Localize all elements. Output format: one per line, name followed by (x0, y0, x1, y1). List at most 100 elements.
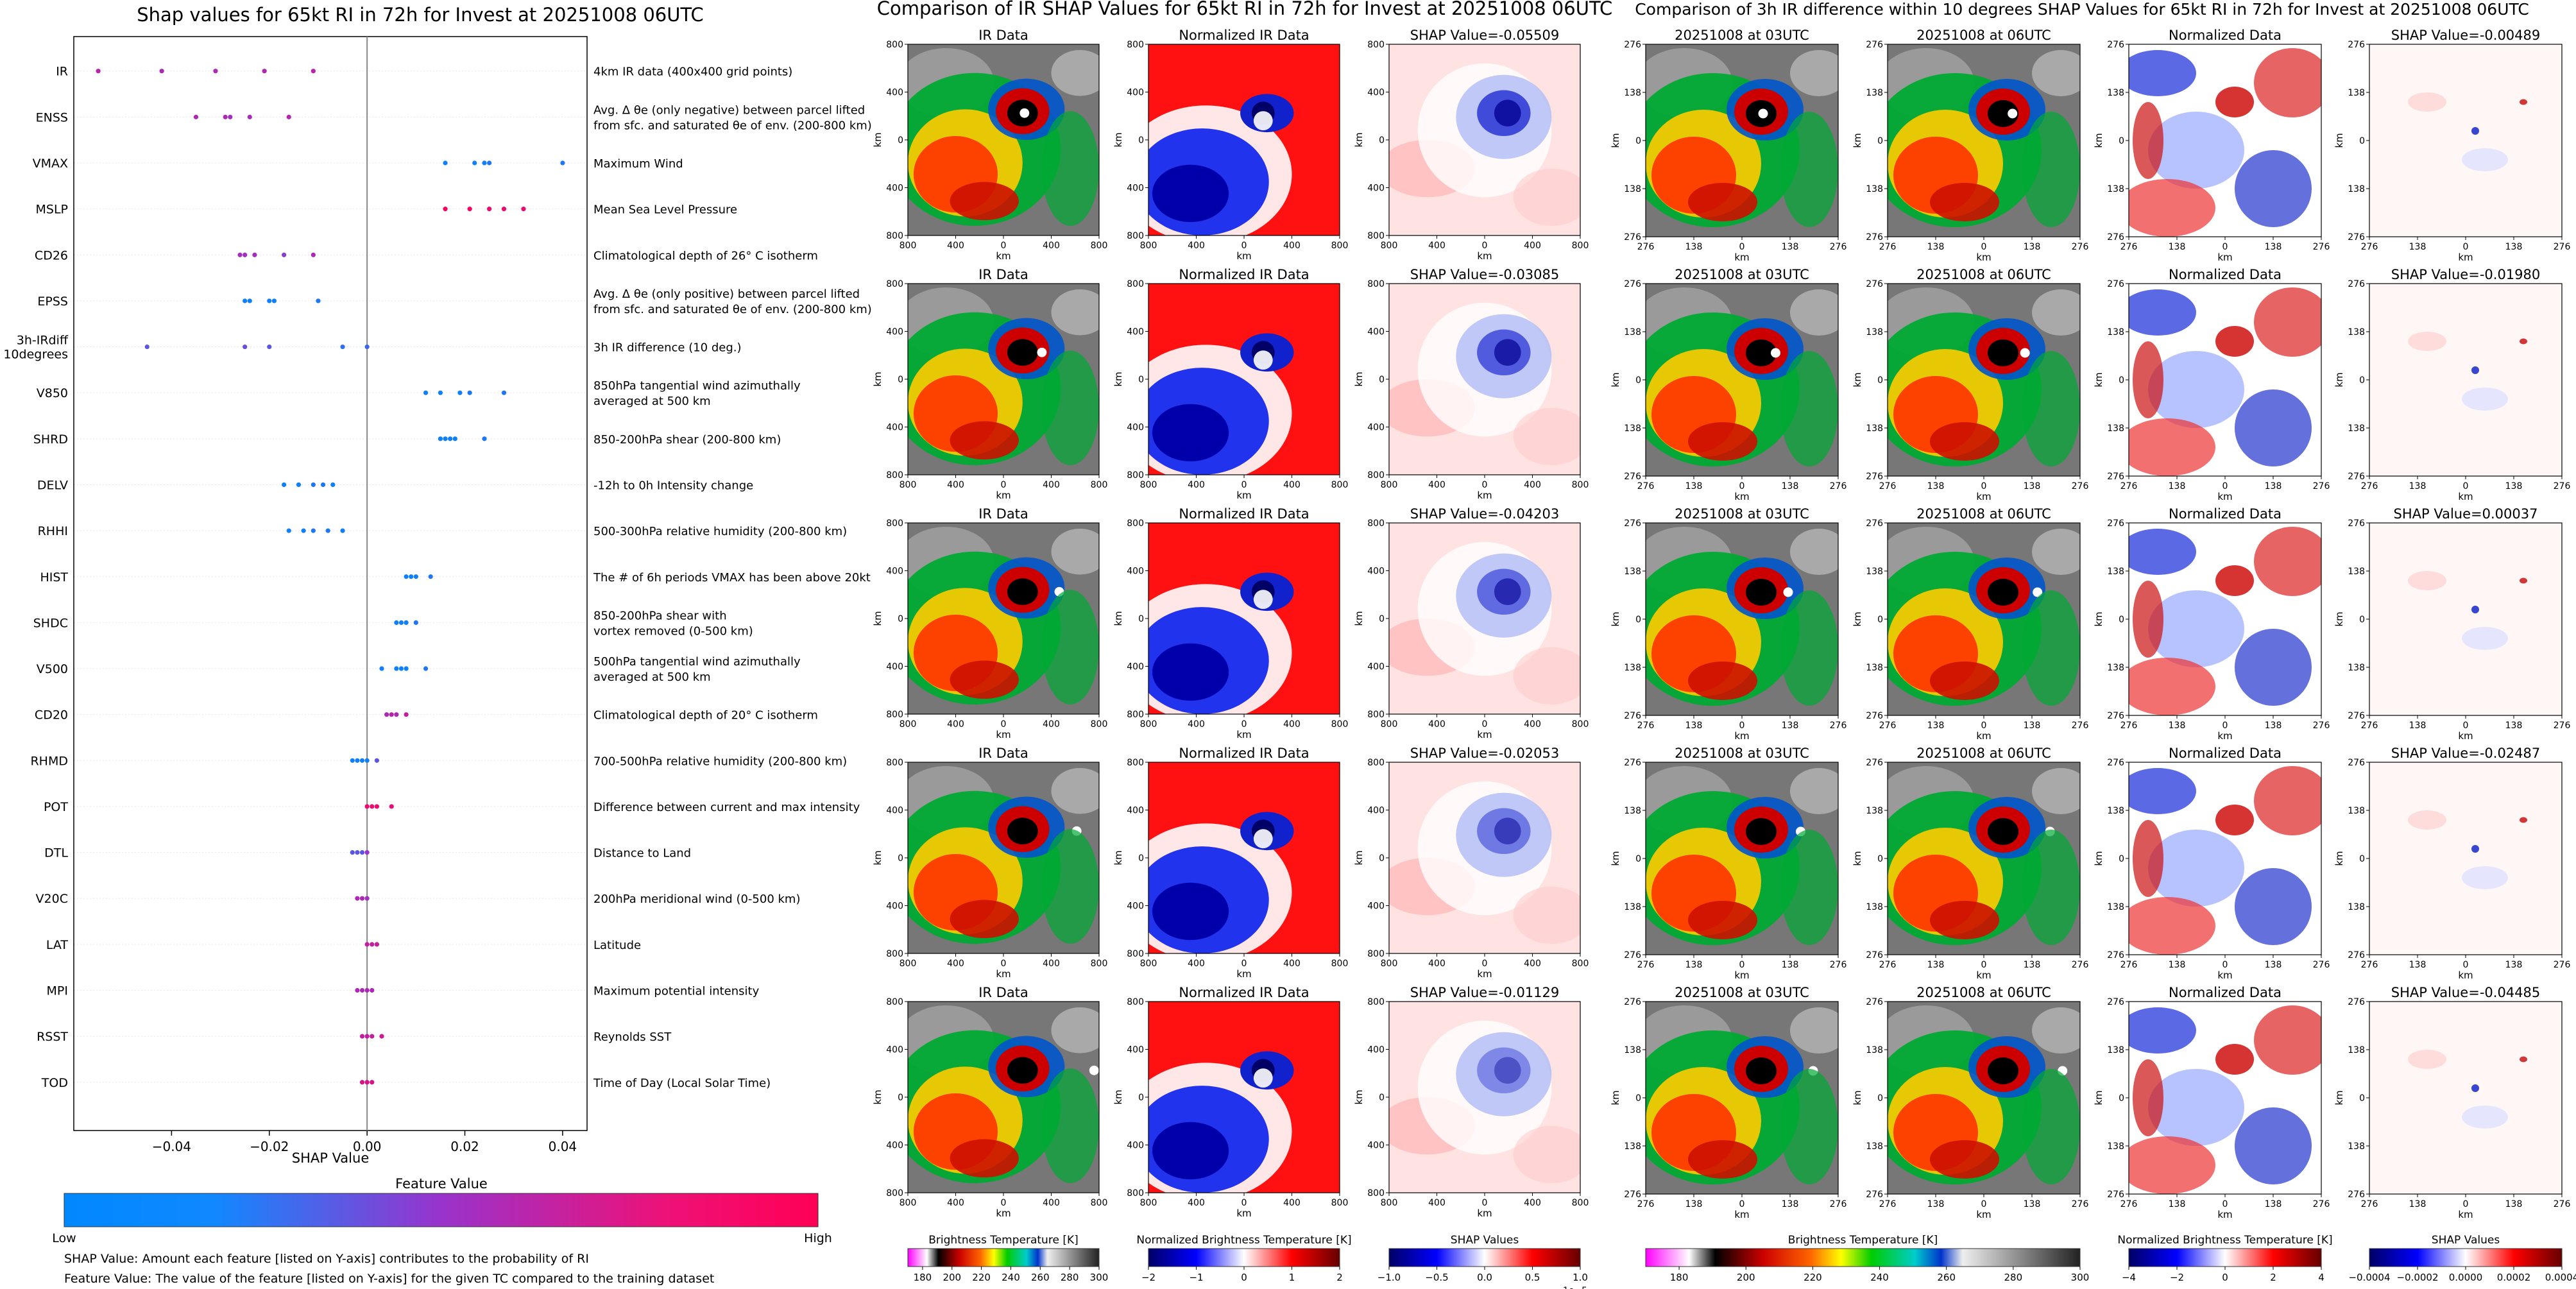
feature-description: averaged at 500 km (593, 395, 711, 408)
image-content (908, 284, 1099, 475)
x-axis-label: km (996, 250, 1011, 262)
y-tick-label: 276 (2348, 232, 2365, 243)
image-feature (1688, 901, 1757, 939)
x-tick-label: 138 (2505, 242, 2523, 252)
y-tick-label: 400 (1127, 184, 1144, 194)
y-tick-label: 400 (1367, 88, 1385, 98)
image-feature (2020, 348, 2030, 358)
x-tick-label: 138 (1782, 721, 1799, 731)
feature-row: RHMD 700-500hPa relative humidity (200-80… (30, 754, 847, 768)
y-tick-label: 0 (2359, 136, 2365, 146)
feature-description: 850hPa tangential wind azimuthally (593, 379, 801, 393)
y-tick-label: 800 (886, 758, 903, 768)
x-tick-label: 800 (1572, 241, 1589, 251)
y-tick-label: 138 (2348, 567, 2365, 577)
feature-colorbar-label: Feature Value (395, 1176, 488, 1191)
feature-row: RHHI 500-300hPa relative humidity (200-80… (38, 524, 848, 538)
panel-title: SHAP Value=-0.03085 (1410, 267, 1560, 282)
x-tick-label: 276 (1637, 481, 1655, 491)
image-feature (1771, 348, 1780, 358)
image-feature (2022, 1069, 2080, 1184)
colorbar-scale (907, 1248, 1100, 1267)
shap-point (359, 896, 365, 901)
image-feature (2129, 179, 2215, 237)
shap-point (384, 712, 389, 717)
x-tick-label: 276 (1830, 960, 1847, 970)
shap-point (330, 482, 336, 488)
image-feature (2215, 1044, 2254, 1075)
x-tick-label: 0.02 (450, 1139, 479, 1154)
x-tick-label: 800 (1331, 719, 1349, 730)
x-tick-label: 0 (1241, 480, 1247, 490)
image-panel: SHAP Value=-0.05509800800400400004004008… (1353, 28, 1589, 262)
y-tick-label: 276 (1624, 758, 1641, 768)
colorbar: Brightness Temperature [K] 180 200 220 240 26… (907, 1234, 1108, 1283)
image-content (1148, 284, 1340, 475)
image-feature (2033, 587, 2043, 597)
image-feature (1513, 168, 1580, 226)
panel-title: SHAP Value=-0.02487 (2391, 746, 2541, 761)
image-feature (1930, 901, 1999, 939)
shap-point (96, 69, 101, 74)
y-axis-label: km (1610, 133, 1621, 148)
feature-description: from sfc. and saturated θe of env. (200-… (593, 119, 872, 132)
colorbar-tick-label: 280 (1061, 1272, 1079, 1283)
x-tick-label: 800 (1140, 719, 1157, 730)
colorbar-scale (1645, 1248, 2081, 1267)
y-tick-label: 800 (886, 518, 903, 529)
shap-point (467, 390, 472, 395)
feature-description: Difference between current and max inten… (593, 801, 860, 814)
x-tick-label: 800 (1091, 480, 1108, 490)
x-tick-label: 138 (2169, 960, 2186, 970)
colorbar-tick-label: 1 (1289, 1272, 1295, 1283)
feature-description: Avg. Δ θe (only positive) between parcel… (593, 287, 860, 301)
image-content (1646, 44, 1838, 237)
image-panel: 20251008 at 03UTC27627613813800138138276… (1610, 506, 1847, 742)
x-tick-label: −0.04 (152, 1139, 191, 1154)
x-tick-label: 400 (1188, 719, 1205, 730)
y-tick-label: 138 (2348, 1045, 2365, 1055)
image-feature (2235, 150, 2312, 227)
image-feature (1494, 339, 1521, 366)
x-tick-label: 138 (2505, 721, 2523, 731)
shap-point (370, 1034, 375, 1039)
y-tick-label: 0 (1379, 853, 1385, 864)
colorbar-tick-label: 300 (2071, 1272, 2090, 1283)
x-tick-label: 276 (2554, 1199, 2571, 1209)
shap-point (404, 712, 409, 717)
image-feature (2235, 389, 2312, 466)
shap-point (364, 758, 370, 763)
x-tick-label: 800 (1381, 959, 1398, 969)
y-tick-label: 400 (886, 423, 903, 433)
x-tick-label: 138 (2024, 960, 2041, 970)
y-tick-label: 0 (1138, 614, 1144, 624)
y-tick-label: 138 (2107, 423, 2124, 434)
image-feature (2520, 338, 2527, 345)
y-axis-label: km (2093, 133, 2104, 148)
feature-name: TOD (41, 1076, 68, 1090)
shap-point (398, 666, 404, 671)
x-tick-label: 138 (1782, 960, 1799, 970)
feature-description: Avg. Δ θe (only negative) between parcel… (593, 103, 865, 117)
image-feature (2032, 289, 2080, 336)
shap-point (423, 666, 429, 671)
x-tick-label: 800 (1381, 1198, 1398, 1208)
image-feature (1041, 350, 1099, 466)
y-tick-label: 800 (1127, 758, 1144, 768)
feature-description: 4km IR data (400x400 grid points) (593, 65, 792, 79)
shap-point (247, 114, 252, 119)
x-tick-label: 138 (2409, 960, 2427, 970)
x-tick-label: 276 (2120, 1199, 2138, 1209)
panel-title: 20251008 at 06UTC (1916, 28, 2051, 43)
image-feature (2471, 366, 2479, 374)
y-tick-label: 800 (1367, 710, 1385, 720)
shap-point (350, 758, 355, 763)
x-axis-label: km (1734, 252, 1749, 263)
image-content (2129, 762, 2321, 955)
y-tick-label: 276 (2348, 1190, 2365, 1200)
x-tick-label: 138 (1685, 721, 1703, 731)
x-axis-label: km (1236, 968, 1251, 980)
shap-point (443, 160, 448, 166)
x-tick-label: 138 (2505, 1199, 2523, 1209)
feature-row: HIST The # of 6h periods VMAX has been ab… (40, 570, 870, 585)
